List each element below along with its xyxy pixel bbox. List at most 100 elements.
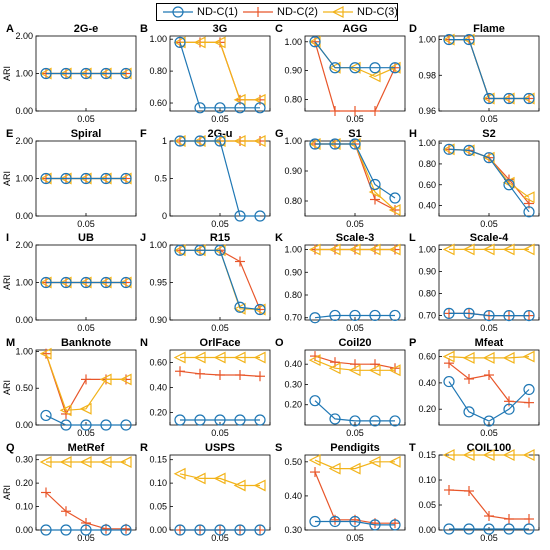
marker-circle <box>463 307 475 319</box>
marker-triangle <box>253 479 266 492</box>
y-axis-label: ARI <box>2 485 12 500</box>
y-tick-label: 0.90 <box>418 266 436 276</box>
marker-circle <box>369 415 381 427</box>
y-tick-label: 1.00 <box>15 278 33 288</box>
y-tick-label: 0.30 <box>284 379 302 389</box>
marker-circle <box>194 524 206 536</box>
marker-circle <box>214 414 226 426</box>
y-tick-label: 0 <box>162 211 167 221</box>
series-line <box>45 414 126 426</box>
marker-triangle <box>388 204 401 216</box>
marker-circle <box>523 309 535 322</box>
panel-title: Banknote <box>61 337 111 349</box>
y-tick-label: 0.00 <box>15 525 33 535</box>
marker-triangle <box>442 350 455 363</box>
marker-triangle <box>119 456 132 469</box>
marker-plus <box>81 517 91 528</box>
marker-circle <box>349 62 361 74</box>
series-line <box>314 41 396 78</box>
marker-circle <box>100 276 112 289</box>
series-nd-c1 <box>174 524 266 536</box>
marker-plus <box>504 514 514 524</box>
subplot-O: O Coil20 0.20 0.30 0.40 0.05 <box>275 337 406 438</box>
x-tick-label: 0.05 <box>77 428 95 438</box>
marker-circle <box>80 67 92 80</box>
marker-circle <box>443 143 455 155</box>
marker-triangle <box>442 449 455 461</box>
marker-plus <box>464 486 474 496</box>
marker-circle <box>80 524 92 536</box>
x-tick-label: 0.05 <box>211 219 229 229</box>
marker-circle <box>120 67 132 80</box>
series-line <box>314 314 395 319</box>
marker-triangle <box>482 351 495 364</box>
marker-circle <box>100 172 112 185</box>
y-tick-label: 0.05 <box>149 502 167 512</box>
marker-circle <box>214 102 226 114</box>
subplot-H: H S2 0.40 0.60 0.80 1.00 0.05 <box>409 128 540 229</box>
marker-circle <box>369 309 381 322</box>
panel-letter: M <box>6 337 15 349</box>
panel-letter: A <box>6 23 14 35</box>
subplot-G: G S1 0.80 0.90 1.00 0.05 <box>275 128 406 229</box>
y-tick-label: 0.20 <box>15 478 33 488</box>
series-nd-c1 <box>443 143 535 218</box>
panel-letter: F <box>140 128 147 140</box>
marker-circle <box>443 523 455 535</box>
series-line <box>179 42 260 109</box>
series-nd-c2 <box>444 358 534 408</box>
series-nd-c3 <box>173 351 266 364</box>
marker-plus <box>175 366 185 377</box>
marker-triangle <box>59 456 72 469</box>
marker-triangle <box>99 373 112 386</box>
marker-circle <box>389 192 401 204</box>
marker-triangle <box>388 243 401 256</box>
marker-triangle <box>79 456 92 469</box>
marker-plus <box>81 374 91 385</box>
subplot-N: N OrlFace 0.20 0.40 0.60 0.05 <box>140 337 271 438</box>
subplot-C: C AGG 0.80 0.90 1.00 0.05 <box>275 23 406 124</box>
panel-title: Scale-3 <box>336 232 375 244</box>
series-nd-c3 <box>442 243 535 256</box>
panel-letter: S <box>275 442 282 454</box>
marker-circle <box>309 395 321 407</box>
panel-title: 3G <box>213 23 228 35</box>
marker-triangle <box>388 455 401 468</box>
marker-circle <box>80 419 92 431</box>
marker-circle <box>463 523 475 535</box>
marker-circle <box>120 276 132 289</box>
y-tick-label: 0.95 <box>149 278 167 288</box>
panel-title: S1 <box>348 128 361 140</box>
marker-triangle <box>79 402 92 415</box>
panel-letter: Q <box>6 442 15 454</box>
marker-triangle <box>213 472 226 485</box>
marker-circle <box>523 206 535 218</box>
marker-circle <box>309 515 321 528</box>
legend-item-ndc1: ND-C(1) <box>161 4 238 20</box>
panel-letter: T <box>409 442 416 454</box>
y-tick-label: 0.00 <box>15 420 33 430</box>
marker-triangle <box>213 351 226 364</box>
marker-triangle <box>522 350 535 363</box>
marker-plus <box>444 358 454 369</box>
marker-triangle <box>368 455 381 468</box>
y-tick-label: 1.00 <box>149 34 167 44</box>
legend: ND-C(1) ND-C(2) ND-C(3) <box>156 3 398 21</box>
marker-circle <box>389 309 401 322</box>
y-axis-label: ARI <box>2 66 12 81</box>
x-tick-label: 0.05 <box>211 323 229 333</box>
series-nd-c3 <box>308 354 401 377</box>
marker-circle <box>463 406 475 418</box>
y-tick-label: 1.00 <box>15 174 33 184</box>
series-line <box>448 148 530 213</box>
marker-triangle <box>442 243 455 256</box>
y-axis-label: ARI <box>2 171 12 186</box>
marker-plus <box>370 106 380 116</box>
y-tick-label: 0.60 <box>149 358 167 368</box>
marker-circle <box>40 172 52 185</box>
marker-triangle <box>193 36 206 49</box>
marker-circle <box>309 138 321 150</box>
marker-plus <box>215 370 225 380</box>
